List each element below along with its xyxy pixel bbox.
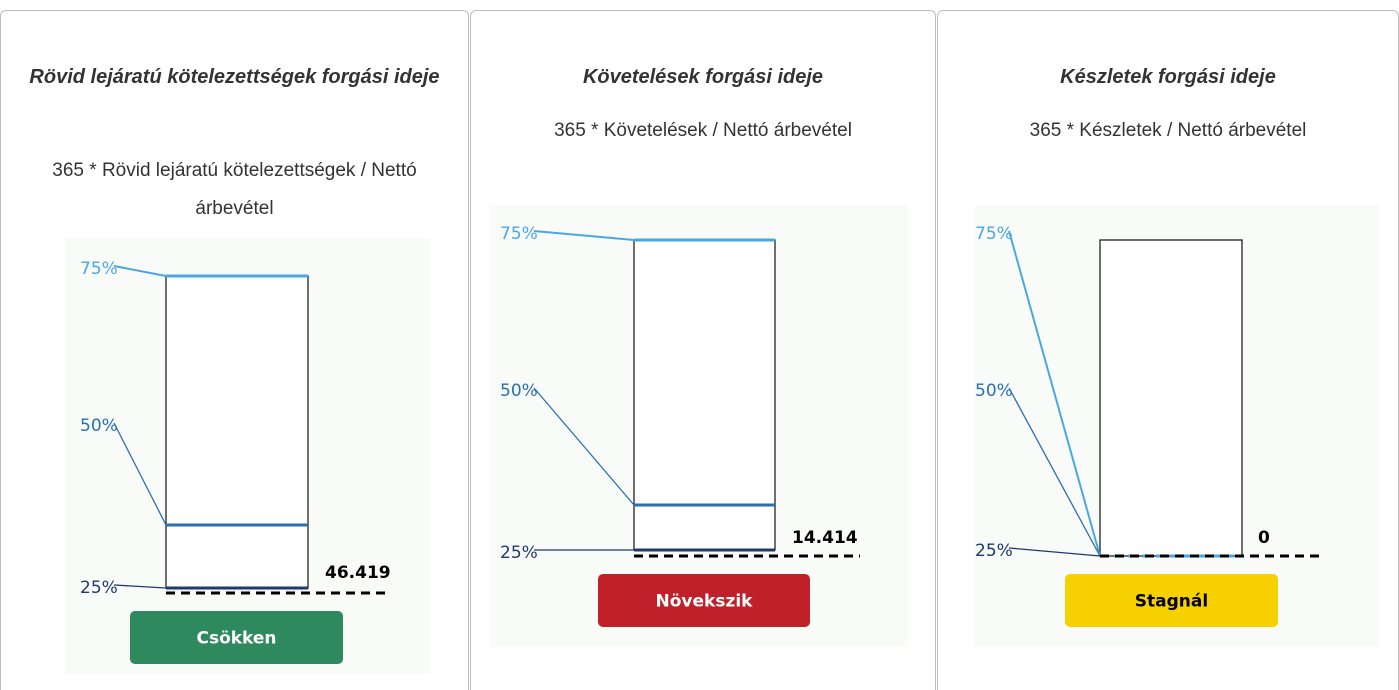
quartile-label: 75% [500,224,538,244]
card: Készletek forgási ideje 365 * Készletek … [937,10,1399,690]
connector [1008,230,1101,557]
card: Rövid lejáratú kötelezettségek forgási i… [0,10,469,690]
status-button [1065,574,1278,627]
connector [113,422,167,526]
card-title: Rövid lejáratú kötelezettségek forgási i… [29,66,440,88]
card-formula: 365 * Készletek / Nettó árbevétel [1029,120,1307,141]
connector [113,584,167,589]
page: Rövid lejáratú kötelezettségek forgási i… [0,10,1399,690]
status-button [598,574,810,627]
connector [533,387,635,506]
box [165,275,309,589]
box [633,239,776,551]
status-label: Növekszik [656,592,754,612]
quartile-label: 50% [975,381,1013,401]
quartile-label: 50% [500,381,538,401]
quartile-label: 50% [80,416,118,436]
card-title: Követelések forgási ideje [582,66,824,88]
charts: 75% 50% 25% 46.419 Csökken 75% 50% 25% 14.414 Növ… [80,224,1325,664]
status-button [130,611,343,664]
quartile-label: 25% [500,543,538,563]
card-formula: 365 * Rövid lejáratú kötelezettségek / N… [52,160,417,219]
connector [1008,387,1101,557]
value-label: 0 [1258,528,1270,548]
connector [1008,547,1101,557]
status-label: Csökken [196,629,276,649]
connector [533,230,635,241]
quartile-label: 75% [975,224,1013,244]
card: Követelések forgási ideje 365 * Követelé… [470,10,936,690]
value-label: 14.414 [792,528,858,548]
status-label: Stagnál [1135,592,1208,612]
value-label: 46.419 [325,563,391,583]
quartile-label: 25% [975,541,1013,561]
quartile-label: 75% [80,259,118,279]
quartile-label: 25% [80,578,118,598]
connector [113,265,167,277]
card-formula: 365 * Követelések / Nettó árbevétel [554,120,852,141]
box [1099,239,1243,557]
card-title: Készletek forgási ideje [1060,66,1276,88]
